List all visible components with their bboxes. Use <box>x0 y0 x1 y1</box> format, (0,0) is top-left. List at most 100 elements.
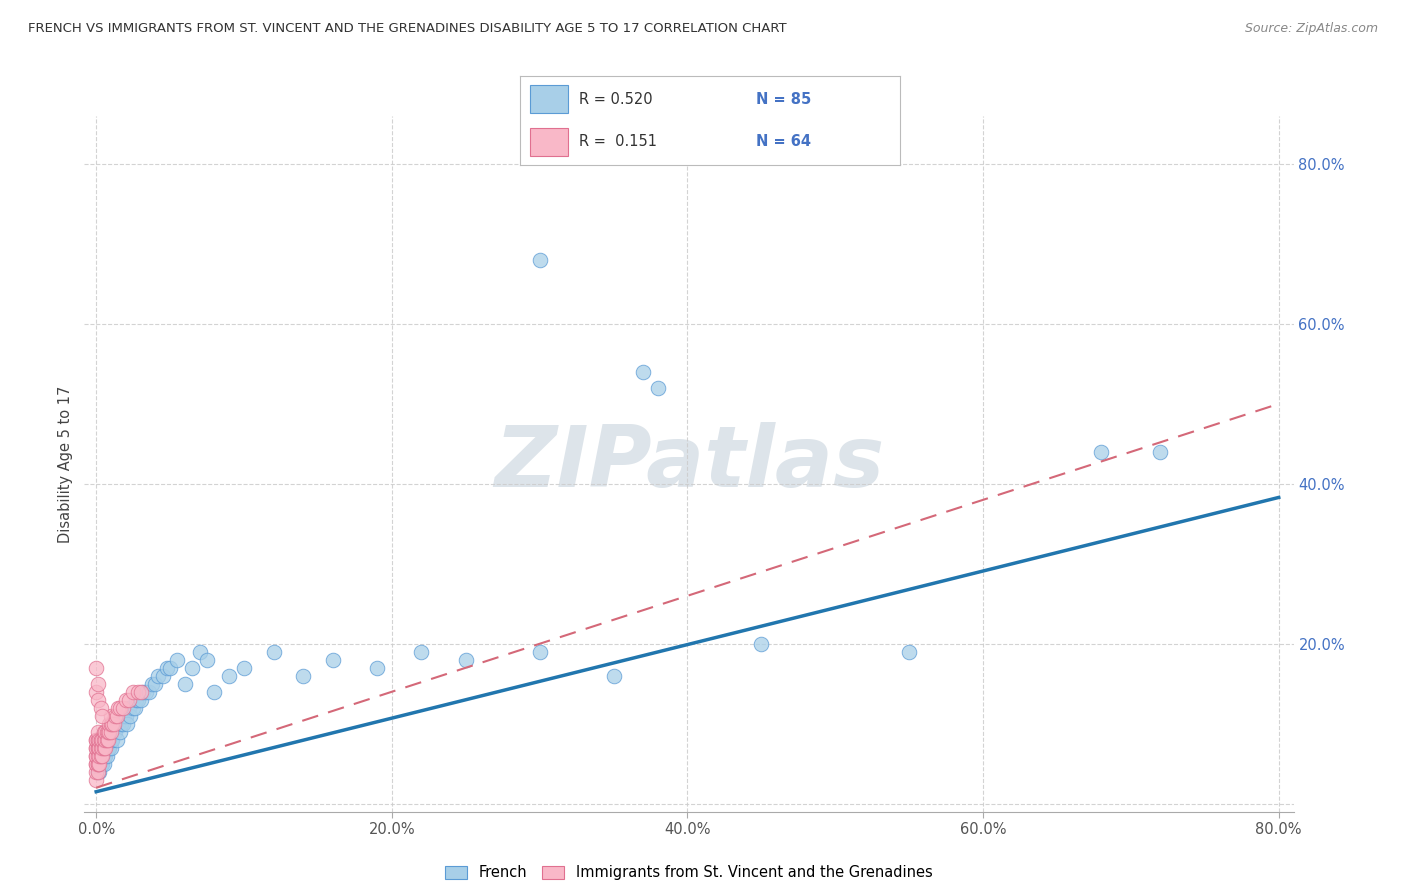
Point <box>86 732 108 747</box>
Point <box>173 677 195 691</box>
Point <box>263 645 285 659</box>
Point <box>94 740 117 755</box>
Point <box>84 740 107 755</box>
Point <box>152 669 174 683</box>
Point <box>86 740 108 755</box>
Point <box>84 756 107 771</box>
Point <box>84 740 107 755</box>
Point <box>89 732 111 747</box>
Point <box>107 700 129 714</box>
Point <box>86 732 108 747</box>
Point <box>86 732 108 747</box>
Text: R = 0.520: R = 0.520 <box>579 92 652 106</box>
Point <box>89 748 111 763</box>
Point <box>90 732 112 747</box>
Point <box>86 764 108 779</box>
Point <box>93 724 115 739</box>
Point <box>89 740 111 755</box>
Point <box>96 732 118 747</box>
Point <box>103 716 125 731</box>
Point <box>94 732 117 747</box>
Point <box>93 732 115 747</box>
Text: Source: ZipAtlas.com: Source: ZipAtlas.com <box>1244 22 1378 36</box>
Point <box>322 653 344 667</box>
Point <box>143 677 166 691</box>
Point <box>101 716 124 731</box>
Point <box>114 708 136 723</box>
Point <box>105 732 128 747</box>
Point <box>84 732 107 747</box>
Point <box>124 700 146 714</box>
Point <box>84 685 107 699</box>
Point <box>108 700 131 714</box>
Point <box>166 653 188 667</box>
Point <box>188 645 211 659</box>
Point <box>86 756 108 771</box>
Point <box>84 756 107 771</box>
Point <box>86 756 108 771</box>
Point <box>127 692 149 706</box>
Point <box>86 677 108 691</box>
Point <box>100 716 122 731</box>
Point <box>89 740 111 755</box>
Point <box>1149 445 1171 459</box>
Point <box>90 732 112 747</box>
Point <box>96 740 118 755</box>
Point <box>84 748 107 763</box>
Text: FRENCH VS IMMIGRANTS FROM ST. VINCENT AND THE GRENADINES DISABILITY AGE 5 TO 17 : FRENCH VS IMMIGRANTS FROM ST. VINCENT AN… <box>28 22 787 36</box>
Point <box>89 756 111 771</box>
Point <box>91 732 114 747</box>
Point <box>127 685 149 699</box>
Point <box>122 700 145 714</box>
Point <box>94 748 117 763</box>
Point <box>93 740 115 755</box>
Point <box>529 645 551 659</box>
Point <box>86 764 108 779</box>
Point <box>89 748 111 763</box>
Point <box>129 685 152 699</box>
Point <box>90 740 112 755</box>
Point <box>91 748 114 763</box>
Point <box>86 756 108 771</box>
Point <box>90 748 112 763</box>
Point <box>86 756 108 771</box>
Point <box>105 708 128 723</box>
Text: ZIPatlas: ZIPatlas <box>494 422 884 506</box>
Point <box>90 700 112 714</box>
Text: R =  0.151: R = 0.151 <box>579 135 657 149</box>
Point <box>204 685 226 699</box>
Bar <box>530 85 568 113</box>
Point <box>122 685 145 699</box>
Point <box>86 748 108 763</box>
Point <box>94 724 117 739</box>
Point <box>86 740 108 755</box>
Point <box>91 748 114 763</box>
Point <box>96 724 118 739</box>
Point <box>233 661 256 675</box>
Point <box>97 732 120 747</box>
Point <box>97 732 120 747</box>
Point <box>84 661 107 675</box>
Point <box>218 669 240 683</box>
Point <box>125 692 148 706</box>
Point <box>86 748 108 763</box>
Point <box>132 685 155 699</box>
Point <box>89 740 111 755</box>
Point <box>86 724 108 739</box>
Point <box>94 732 117 747</box>
Point <box>115 716 138 731</box>
Point <box>454 653 477 667</box>
Point <box>97 724 120 739</box>
Point <box>631 365 654 379</box>
Point <box>84 732 107 747</box>
Point <box>114 692 136 706</box>
Legend: French, Immigrants from St. Vincent and the Grenadines: French, Immigrants from St. Vincent and … <box>441 861 936 885</box>
Point <box>101 732 124 747</box>
Point <box>120 708 142 723</box>
Point <box>118 692 141 706</box>
Point <box>411 645 433 659</box>
Point <box>647 381 669 395</box>
Point <box>1090 445 1112 459</box>
Point <box>138 685 160 699</box>
Point <box>90 756 112 771</box>
